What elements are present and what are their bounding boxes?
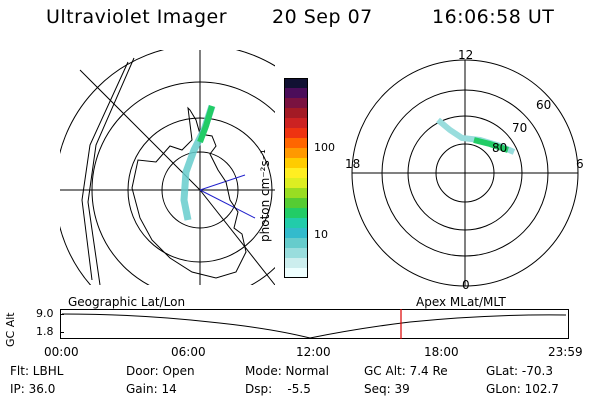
colorbar-segment [284,208,308,219]
colorbar-segment [284,178,308,189]
time-tick-00: 00:00 [44,345,79,359]
door-info: Door: Open [126,364,195,378]
colorbar-tick-10: 10 [314,228,328,241]
coastline [131,106,247,279]
mlt-label-0: 0 [462,278,470,292]
altitude-curve [61,313,567,339]
colorbar-unit-label: photon cm⁻²s⁻¹ [258,149,272,242]
colorbar-segment [284,218,308,229]
colorbar-segment [284,158,308,169]
mlt-label-6: 6 [576,157,584,171]
lat-circle [60,50,275,285]
mlat-label-70: 70 [512,121,528,135]
time-tick-2359: 23:59 [548,345,583,359]
colorbar-segment [284,108,308,119]
time-tick-06: 06:00 [171,345,206,359]
limb-line [81,61,129,281]
colorbar-segment [284,128,308,139]
gain-info: Gain: 14 [126,382,177,396]
colorbar-segment [284,198,308,209]
seq-info: Seq: 39 [364,382,410,396]
terminator-line [199,174,246,191]
glon-info: GLon: 102.7 [486,382,559,396]
colorbar-segment [284,248,308,259]
colorbar-segment [284,268,308,278]
mlt-label-12: 12 [458,48,474,62]
terminator-line [199,189,256,219]
alt-tick-1-8: 1.8 [36,325,54,338]
mlat-label-60: 60 [536,98,552,112]
colorbar-frame [284,78,308,278]
meridian-line [79,69,201,191]
time-label: 16:06:58 UT [432,6,555,28]
filter-info: Flt: LBHL [10,364,64,378]
instrument-title: Ultraviolet Imager [46,6,228,28]
limb-line [87,57,135,285]
colorbar-segment [284,78,308,89]
ip-info: IP: 36.0 [10,382,56,396]
colorbar-segment [284,98,308,109]
apex-caption: Apex MLat/MLT [416,295,506,309]
mlt-dial [351,59,579,287]
alt-tick-9: 9.0 [36,307,54,320]
gc-alt-info: GC Alt: 7.4 Re [364,364,448,378]
colorbar-segment [284,88,308,99]
glat-info: GLat: -70.3 [486,364,553,378]
colorbar-segment [284,118,308,129]
geographic-map [60,50,275,285]
colorbar [284,78,308,278]
colorbar-segment [284,258,308,269]
colorbar-segment [284,188,308,199]
aurora-core [473,137,509,153]
dsp-info: Dsp: -5.5 [245,382,311,396]
altitude-plot [60,309,569,339]
mlt-label-18: 18 [345,157,361,171]
aurora-core [197,105,215,144]
colorbar-tick-100: 100 [314,141,335,154]
colorbar-segment [284,168,308,179]
colorbar-segment [284,138,308,149]
mode-info: Mode: Normal [245,364,329,378]
altitude-plot-frame [60,309,569,339]
mlat-label-80: 80 [492,141,508,155]
time-tick-12: 12:00 [296,345,331,359]
meridian-line [199,189,275,285]
colorbar-segment [284,238,308,249]
date-label: 20 Sep 07 [272,6,373,28]
alt-axis-label: GC Alt [4,312,17,347]
colorbar-segment [284,228,308,239]
colorbar-segment [284,148,308,159]
geographic-caption: Geographic Lat/Lon [68,295,186,309]
time-tick-18: 18:00 [424,345,459,359]
